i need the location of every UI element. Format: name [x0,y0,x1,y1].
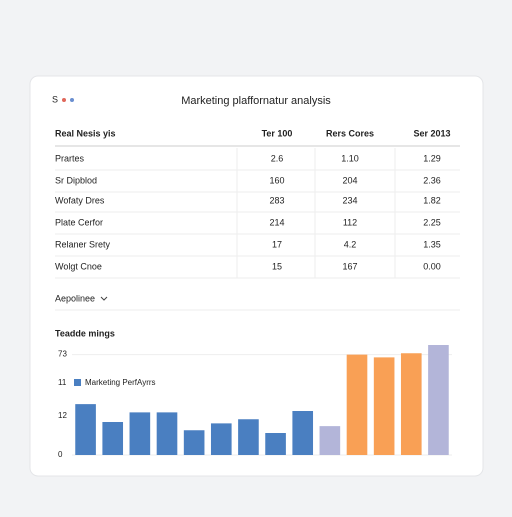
table-cell: 2.6 [271,153,284,163]
table-cell: Sr Dipblod [55,175,97,185]
dropdown[interactable]: Aepolinee [55,293,95,303]
table-cell: 214 [269,217,284,227]
bar [102,422,124,455]
bar [129,412,151,455]
column-header: Ser 2013 [413,128,450,138]
table-cell: 2.36 [423,175,441,185]
column-header: Real Nesis yis [55,128,116,138]
table-cell: Plate Cerfor [55,217,103,227]
table-cell: Wolgt Cnoe [55,261,102,271]
table-cell: 167 [342,261,357,271]
dot [70,98,74,102]
column-header: Ter 100 [262,128,293,138]
axis-annotation: 11 [58,378,67,387]
y-tick-label: 73 [58,350,67,359]
card [29,75,484,477]
table-cell: 112 [343,217,357,227]
bar [75,404,96,455]
legend-label: Marketing PerfAyrrs [85,378,156,387]
bar [238,419,259,455]
table-cell: 160 [269,175,284,185]
table-cell: 1.82 [423,195,441,205]
bar [265,433,286,455]
bar [292,411,314,455]
page-title: Marketing plaffornatur analysis [181,95,331,107]
dot [62,98,66,102]
table-cell: 234 [342,195,357,205]
table-cell: 283 [269,195,284,205]
table-cell: Prartes [55,153,85,163]
bar [400,353,422,455]
bar [183,430,205,455]
table-cell: 4.2 [344,239,357,249]
table-cell: 0.00 [423,261,441,271]
table-cell: 204 [342,175,357,185]
column-header: Rers Cores [326,128,374,138]
chevron [100,296,108,301]
table-cell: 1.29 [423,153,441,163]
table-cell: 1.35 [423,239,441,249]
bar [156,412,178,455]
chart-title: Teadde mings [55,328,115,338]
bar [346,354,368,455]
table-cell: Relaner Srety [55,239,111,249]
table-cell: 15 [272,261,282,271]
legend-swatch [74,379,81,386]
bar [210,423,232,455]
logo: S [52,94,58,104]
table-cell: 1.10 [341,153,359,163]
bar [428,345,449,455]
bar [319,426,341,455]
bar [373,357,395,455]
table-cell: 17 [272,239,282,249]
axis-annotation: 12 [58,411,67,420]
table-cell: 2.25 [423,217,441,227]
y-tick-label: 0 [58,450,63,459]
table-cell: Wofaty Dres [55,195,105,205]
